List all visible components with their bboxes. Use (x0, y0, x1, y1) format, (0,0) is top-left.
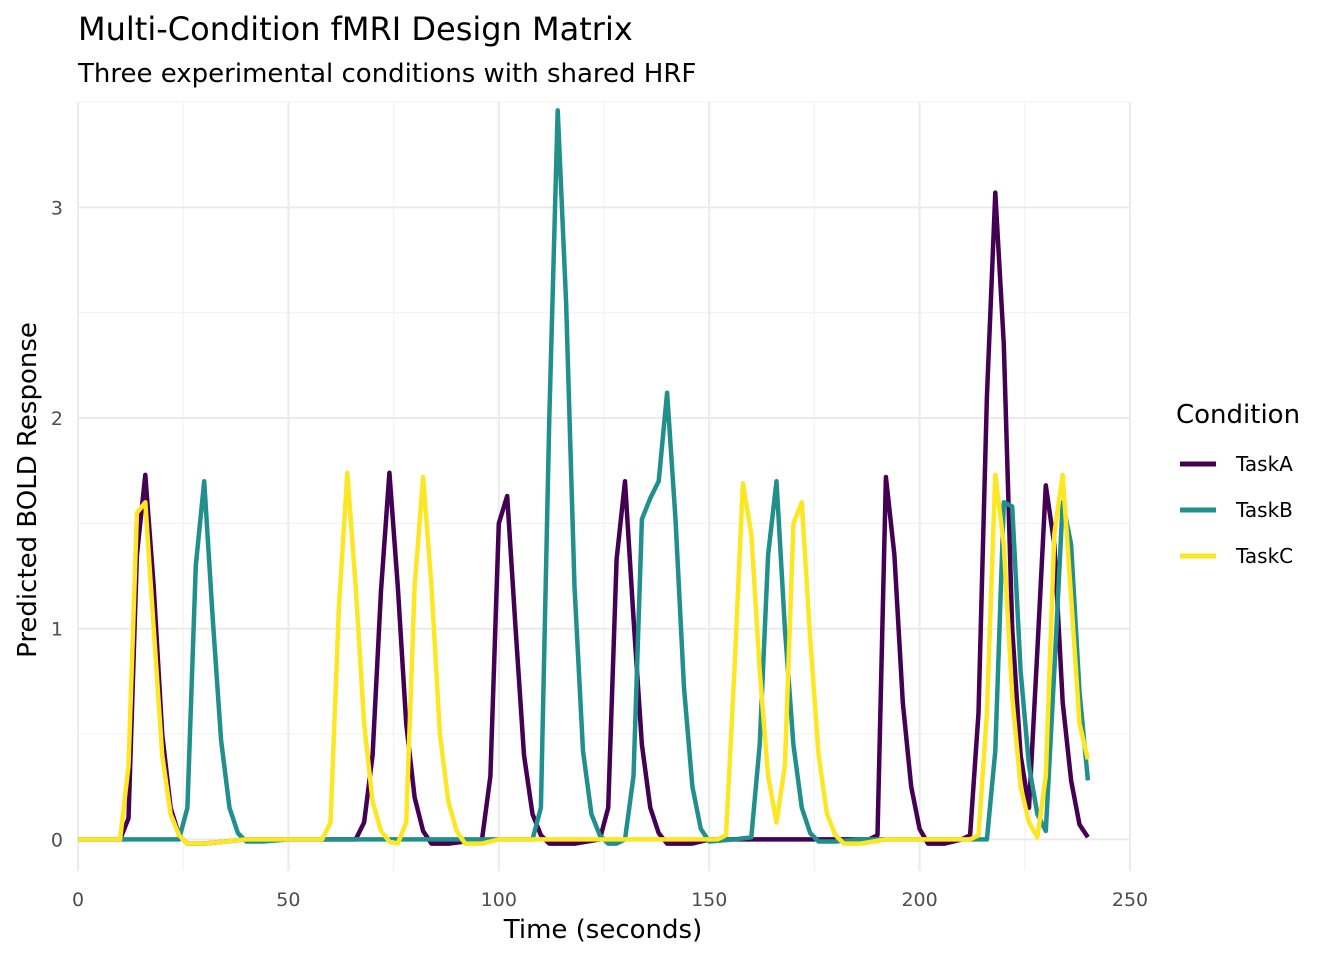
x-tick-label: 100 (481, 889, 517, 911)
y-axis-title: Predicted BOLD Response (13, 322, 43, 658)
legend-label-taska: TaskA (1235, 452, 1293, 476)
x-tick-label: 50 (276, 889, 300, 911)
y-tick-label: 0 (51, 829, 63, 851)
x-axis-ticks: 0 50 100 150 200 250 (72, 889, 1148, 911)
chart-title: Multi-Condition fMRI Design Matrix (78, 10, 633, 48)
x-axis-title: Time (seconds) (503, 915, 702, 945)
plot-series (78, 108, 1091, 846)
legend-items: TaskA TaskB TaskC (1180, 452, 1293, 568)
legend-label-taskb: TaskB (1235, 498, 1293, 522)
legend: Condition TaskA TaskB TaskC (1176, 400, 1300, 568)
series-line-taskc (78, 470, 1091, 846)
legend-title: Condition (1176, 400, 1300, 430)
y-tick-label: 3 (51, 197, 63, 219)
plot-grid (77, 101, 1131, 871)
x-tick-label: 0 (72, 889, 84, 911)
x-tick-label: 200 (901, 889, 937, 911)
x-tick-label: 150 (691, 889, 727, 911)
chart-subtitle: Three experimental conditions with share… (77, 59, 696, 89)
y-tick-label: 1 (51, 619, 63, 641)
legend-label-taskc: TaskC (1235, 544, 1293, 568)
y-tick-label: 2 (51, 408, 63, 430)
x-tick-label: 250 (1112, 889, 1148, 911)
y-axis-ticks: 0 1 2 3 (51, 197, 63, 851)
